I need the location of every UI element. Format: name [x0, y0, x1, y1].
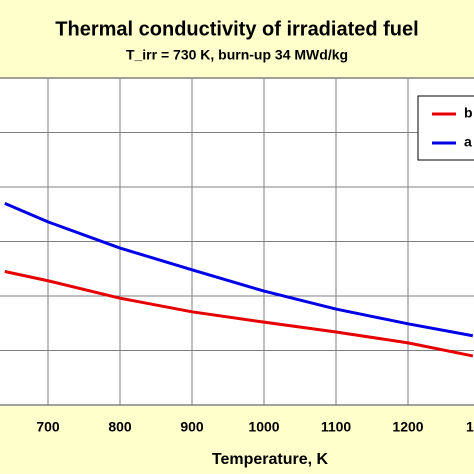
chart-title: Thermal conductivity of irradiated fuel — [55, 18, 418, 40]
legend-label: b — [464, 105, 473, 121]
legend-label: a — [464, 134, 472, 150]
x-tick-label: 1100 — [321, 419, 352, 435]
x-axis-label: Temperature, K — [212, 451, 329, 468]
x-tick-label: 1000 — [248, 419, 279, 435]
data-line — [4, 270, 474, 358]
data-line — [4, 201, 474, 338]
x-tick-label: 800 — [108, 419, 132, 435]
x-tick-label: 1 — [466, 419, 474, 435]
x-tick-label: 900 — [180, 419, 204, 435]
legend-box — [417, 95, 474, 161]
chart-subtitle: T_irr = 730 K, burn-up 34 MWd/kg — [126, 47, 348, 63]
x-tick-label: 1200 — [392, 419, 423, 435]
x-tick-label: 700 — [36, 419, 60, 435]
